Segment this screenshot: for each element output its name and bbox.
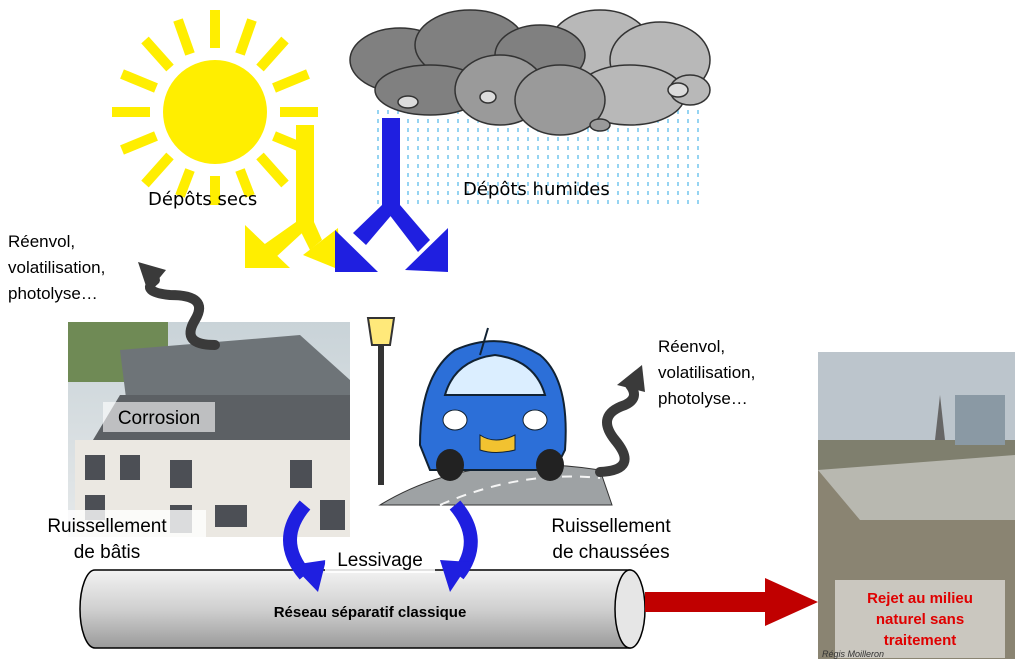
discharge-label: Rejet au milieu <box>867 590 973 607</box>
sun <box>112 10 318 205</box>
network-label: Réseau séparatif classique <box>274 604 467 621</box>
reenvol-label: Réenvol, <box>658 337 725 356</box>
discharge-label: naturel sans <box>876 611 964 628</box>
wet-deposits-label: Dépôts humides <box>463 179 610 200</box>
car-illustration <box>368 318 612 505</box>
discharge-arrow <box>645 578 818 626</box>
runoff-label: Ruissellement <box>47 516 167 537</box>
photo-credit: Régis Moilleron <box>822 649 884 659</box>
corrosion-label: Corrosion <box>118 408 200 429</box>
reenvol-label: volatilisation, <box>8 258 105 277</box>
leaching-label: Lessivage <box>337 550 423 571</box>
arrowhead <box>617 365 645 392</box>
runoff-label: de chaussées <box>552 542 669 563</box>
runoff-label: de bâtis <box>74 542 141 563</box>
dry-deposits-label: Dépôts secs <box>148 189 257 210</box>
discharge-label: traitement <box>884 632 957 649</box>
reenvol-label: photolyse… <box>8 284 98 303</box>
reenvol-label: volatilisation, <box>658 363 755 382</box>
wet-deposit-arrow <box>335 118 448 272</box>
clouds <box>350 10 710 135</box>
reenvol-label: photolyse… <box>658 389 748 408</box>
diagram: Corrosion Rejet au milieu naturel sans t… <box>0 0 1015 659</box>
runoff-label: Ruissellement <box>551 516 671 537</box>
reenvol-label: Réenvol, <box>8 232 75 251</box>
